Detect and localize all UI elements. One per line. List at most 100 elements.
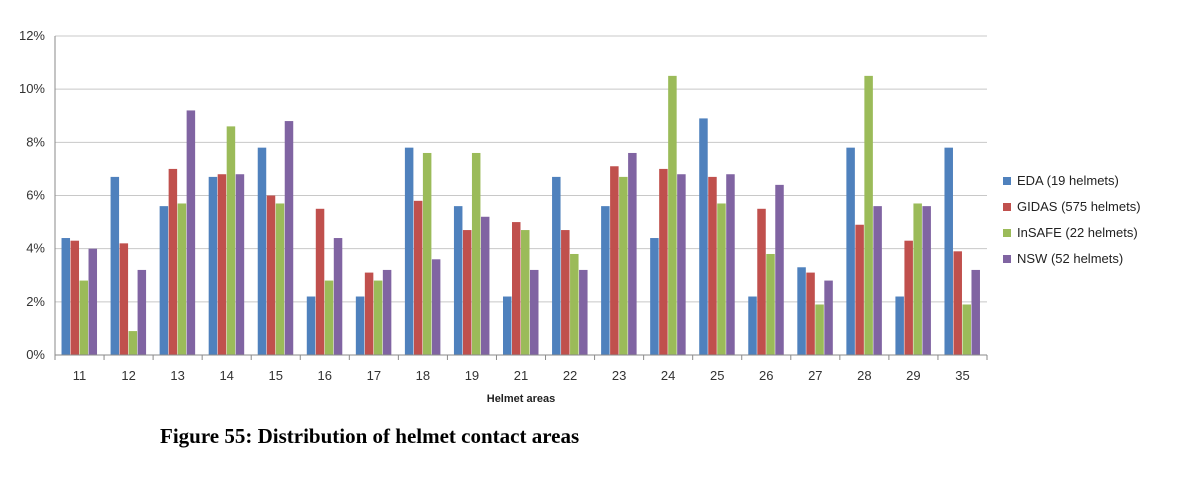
bar	[708, 176, 717, 355]
bar	[431, 259, 441, 355]
bar	[815, 304, 824, 355]
bar	[324, 280, 334, 355]
y-tick-label: 10%	[19, 81, 45, 96]
bar	[480, 216, 490, 355]
bar	[579, 269, 588, 355]
bar	[668, 75, 677, 355]
y-tick-label: 6%	[26, 188, 45, 203]
bar	[748, 296, 757, 355]
x-tick-label: 28	[857, 368, 871, 383]
bar	[512, 222, 521, 355]
y-tick-label: 8%	[26, 134, 45, 149]
legend-swatch	[1003, 177, 1011, 185]
bar	[186, 110, 196, 355]
bar	[471, 152, 481, 355]
bar	[757, 208, 766, 355]
bar	[275, 203, 285, 355]
bar	[235, 174, 245, 355]
legend-swatch	[1003, 203, 1011, 211]
bar	[775, 184, 784, 355]
y-tick-label: 2%	[26, 294, 45, 309]
bar	[953, 251, 962, 355]
bar	[404, 147, 414, 355]
bar	[128, 331, 138, 355]
bar	[944, 147, 953, 355]
x-tick-label: 17	[367, 368, 381, 383]
bar	[628, 152, 637, 355]
bar	[364, 272, 374, 355]
helmet-contact-chart: 0% 2% 4% 6% 8% 10% 12% 11 12 13 14 15 16 17 18 19 21 22 23…	[19, 28, 1141, 405]
bar	[521, 230, 530, 355]
bar	[766, 253, 775, 355]
bar	[453, 206, 463, 355]
x-tick-label: 23	[612, 368, 626, 383]
bar	[873, 206, 882, 355]
bar	[70, 240, 80, 355]
x-tick-label: 29	[906, 368, 920, 383]
bar	[257, 147, 267, 355]
bar	[503, 296, 512, 355]
legend: EDA (19 helmets) GIDAS (575 helmets) InSAF…	[1003, 173, 1141, 266]
x-tick-label: 16	[318, 368, 332, 383]
bar	[168, 168, 178, 355]
figure-caption: Figure 55: Distribution of helmet contac…	[160, 424, 580, 448]
bar	[855, 224, 864, 355]
x-tick-label: 11	[73, 368, 87, 383]
y-tick-label: 0%	[26, 347, 45, 362]
y-tick-label: 12%	[19, 28, 45, 43]
bar	[61, 238, 71, 355]
bar	[824, 280, 833, 355]
bar	[846, 147, 855, 355]
bar	[462, 230, 472, 355]
bar	[797, 267, 806, 355]
x-tick-label: 14	[219, 368, 233, 383]
x-tick-label: 21	[514, 368, 528, 383]
bar	[717, 203, 726, 355]
bar	[355, 296, 365, 355]
bar	[699, 118, 708, 356]
x-tick-label: 25	[710, 368, 724, 383]
bar-series	[61, 75, 980, 356]
x-tick-label: 35	[955, 368, 969, 383]
bar	[119, 243, 129, 355]
x-tick-label: 12	[121, 368, 135, 383]
bar	[904, 240, 913, 355]
bar	[971, 269, 980, 355]
bar	[895, 296, 904, 355]
bar	[806, 272, 815, 355]
bar	[659, 168, 668, 355]
bar	[110, 176, 120, 355]
x-tick-label: 26	[759, 368, 773, 383]
legend-swatch	[1003, 255, 1011, 263]
bar	[373, 280, 383, 355]
bar	[79, 280, 89, 355]
bar	[177, 203, 187, 355]
bar	[333, 238, 343, 355]
bar	[922, 206, 931, 355]
bar	[306, 296, 316, 355]
axes: 0% 2% 4% 6% 8% 10% 12% 11 12 13 14 15 16 17 18 19 21 22 23…	[19, 28, 988, 383]
legend-label: GIDAS (575 helmets)	[1017, 199, 1141, 214]
bar	[570, 253, 579, 355]
bar	[137, 269, 147, 355]
x-tick-label: 18	[416, 368, 430, 383]
bar	[226, 126, 236, 355]
bar	[266, 195, 276, 355]
x-tick-label: 19	[465, 368, 479, 383]
bar	[552, 176, 561, 355]
bar	[610, 166, 619, 355]
x-tick-label: 22	[563, 368, 577, 383]
legend-label: NSW (52 helmets)	[1017, 251, 1123, 266]
x-tick-label: 15	[269, 368, 283, 383]
bar	[962, 304, 971, 355]
bar	[413, 200, 423, 355]
bar	[726, 174, 735, 355]
bar	[284, 121, 294, 355]
bar	[88, 248, 98, 355]
legend-label: InSAFE (22 helmets)	[1017, 225, 1138, 240]
bar	[530, 269, 539, 355]
x-tick-label: 27	[808, 368, 822, 383]
bar	[677, 174, 686, 355]
x-axis-title: Helmet areas	[487, 393, 556, 405]
bar	[159, 206, 169, 355]
